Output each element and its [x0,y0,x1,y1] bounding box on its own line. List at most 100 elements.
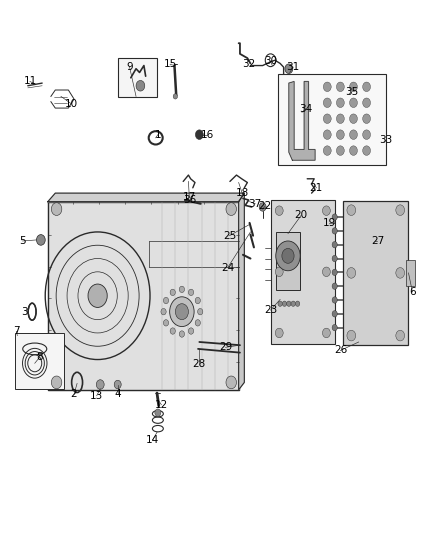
Circle shape [51,376,62,389]
Text: 15: 15 [163,60,177,69]
Text: 30: 30 [264,56,277,66]
Bar [271,200,335,344]
Circle shape [322,206,330,215]
Circle shape [136,80,145,91]
Text: 31: 31 [286,62,300,72]
Text: 25: 25 [223,231,236,241]
Text: 36: 36 [183,195,196,205]
Circle shape [332,241,337,248]
Bar [118,58,157,98]
Circle shape [170,297,194,327]
Circle shape [276,328,283,338]
Circle shape [363,98,371,108]
Circle shape [283,301,287,306]
Circle shape [198,309,203,315]
Circle shape [322,267,330,277]
Circle shape [276,241,300,271]
Circle shape [396,330,405,341]
Text: 11: 11 [23,77,36,86]
Circle shape [336,82,344,92]
Text: 14: 14 [146,435,159,445]
Circle shape [363,114,371,124]
Circle shape [336,146,344,156]
Text: 23: 23 [264,305,277,315]
Circle shape [287,301,291,306]
Text: 4: 4 [114,389,121,399]
Text: 32: 32 [242,60,255,69]
Circle shape [332,311,337,317]
Circle shape [336,130,344,140]
Circle shape [173,94,177,99]
Circle shape [347,268,356,278]
Circle shape [332,297,337,303]
Circle shape [363,146,371,156]
Circle shape [332,283,337,289]
Circle shape [323,82,331,92]
Circle shape [282,248,294,263]
Circle shape [347,205,356,215]
Text: 21: 21 [310,183,323,193]
Text: 12: 12 [155,400,168,410]
Circle shape [285,64,293,74]
Circle shape [332,228,337,234]
Circle shape [259,203,266,211]
Circle shape [363,130,371,140]
Polygon shape [48,193,244,201]
Circle shape [350,98,357,108]
Text: 16: 16 [201,130,214,140]
Circle shape [291,301,295,306]
Text: 33: 33 [380,135,393,145]
Circle shape [332,214,337,220]
Text: 35: 35 [345,87,358,97]
Circle shape [188,328,194,334]
Circle shape [332,325,337,331]
Text: 2: 2 [71,389,78,399]
Circle shape [195,320,201,326]
Circle shape [96,379,104,389]
Circle shape [350,82,357,92]
Text: 37: 37 [249,199,262,209]
Bar [406,260,415,286]
Circle shape [188,289,194,295]
Text: 6: 6 [409,287,416,297]
Circle shape [161,309,166,315]
Circle shape [276,206,283,215]
Text: 19: 19 [323,218,336,228]
Circle shape [323,98,331,108]
Circle shape [363,82,371,92]
Polygon shape [48,201,239,390]
Text: 7: 7 [13,326,20,336]
Text: 1: 1 [155,130,161,140]
Circle shape [350,146,357,156]
Text: 28: 28 [193,359,206,369]
Text: 13: 13 [90,391,103,401]
Circle shape [51,203,62,215]
Circle shape [295,301,300,306]
Circle shape [195,130,203,140]
Circle shape [323,146,331,156]
Text: 18: 18 [236,188,249,198]
Text: 5: 5 [19,236,26,246]
Circle shape [163,297,169,304]
Text: 26: 26 [334,345,347,356]
Circle shape [276,267,283,277]
Text: 9: 9 [126,62,133,71]
Circle shape [323,114,331,124]
Circle shape [226,376,237,389]
Circle shape [336,114,344,124]
Circle shape [350,114,357,124]
Circle shape [163,320,169,326]
Circle shape [350,130,357,140]
Text: 17: 17 [183,192,196,203]
Circle shape [114,380,121,389]
Circle shape [278,301,283,306]
Circle shape [332,255,337,262]
Bar [14,333,64,389]
Circle shape [36,235,45,245]
Bar [278,74,386,165]
Circle shape [322,328,330,338]
Circle shape [332,269,337,276]
Text: 29: 29 [219,342,232,352]
Text: 24: 24 [221,263,234,272]
Circle shape [88,284,107,308]
